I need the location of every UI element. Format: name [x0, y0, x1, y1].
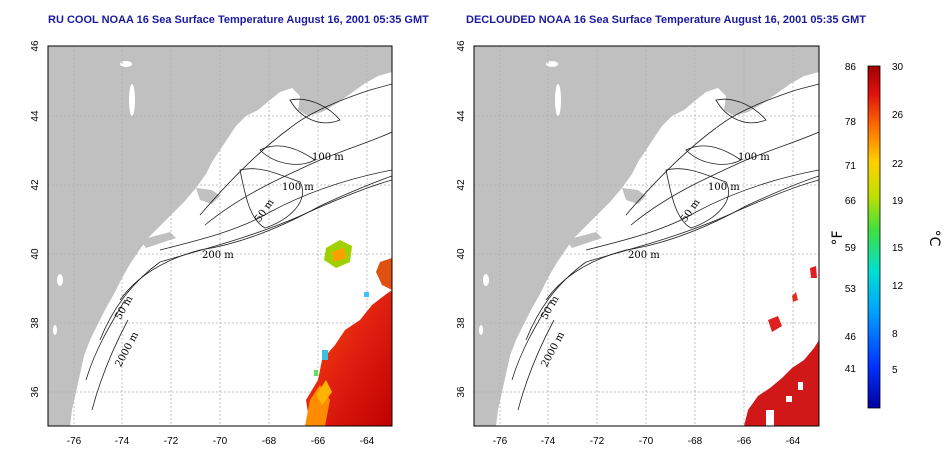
right-land-long-island: [566, 232, 602, 248]
right-land-coast: [474, 46, 819, 426]
temperature-colorbar: 86 78 71 66 59 53 46 41 30 26 22 19 15 1…: [830, 62, 942, 409]
colorbar-gradient: [867, 65, 881, 409]
right-grid: [474, 46, 819, 426]
left-map-panel: RU COOL NOAA 16 Sea Surface Temperature …: [30, 14, 429, 447]
right-lat-tick: 44: [456, 110, 467, 122]
colorbar-fahrenheit-ticks: 86 78 71 66 59 53 46 41: [845, 62, 857, 375]
left-panel-title: RU COOL NOAA 16 Sea Surface Temperature …: [48, 14, 429, 26]
right-lon-tick: -68: [688, 436, 703, 447]
celsius-unit-label: °C: [926, 230, 942, 247]
left-lon-tick: -76: [67, 436, 82, 447]
left-map-frame: [47, 45, 393, 427]
right-map-panel: DECLOUDED NOAA 16 Sea Surface Temperatur…: [456, 14, 866, 447]
left-lat-axis: 46 44 42 40 38 36: [30, 40, 41, 398]
celsius-tick: 8: [892, 329, 898, 340]
right-lon-tick: -74: [541, 436, 556, 447]
celsius-tick: 12: [892, 281, 904, 292]
fahrenheit-tick: 86: [845, 62, 857, 73]
fahrenheit-tick: 59: [845, 243, 857, 254]
left-contour-label-100m-a: 100 m: [312, 152, 344, 163]
right-lat-tick: 46: [456, 40, 467, 52]
right-lat-tick: 42: [456, 179, 467, 191]
left-lat-tick: 42: [30, 179, 41, 191]
left-land-coast: [48, 46, 392, 426]
left-lat-tick: 36: [30, 386, 41, 398]
right-land-cape-cod: [622, 188, 646, 204]
left-sst-data: [305, 240, 392, 426]
left-lon-tick: -72: [164, 436, 179, 447]
fahrenheit-unit-label: °F: [830, 230, 846, 245]
fahrenheit-tick: 46: [845, 332, 857, 343]
left-lon-tick: -68: [262, 436, 277, 447]
right-land-nova-scotia: [724, 58, 819, 116]
right-lat-tick: 36: [456, 386, 467, 398]
right-lon-tick: -72: [590, 436, 605, 447]
right-lon-tick: -66: [737, 436, 752, 447]
fahrenheit-tick: 71: [845, 161, 857, 172]
right-lon-tick: -70: [639, 436, 654, 447]
right-contours: [511, 83, 819, 411]
fahrenheit-tick: 41: [845, 364, 857, 375]
right-lon-tick: -64: [786, 436, 801, 447]
left-lat-tick: 46: [30, 40, 41, 52]
celsius-tick: 22: [892, 159, 904, 170]
left-contour-label-200m: 200 m: [202, 250, 234, 261]
left-lon-axis: -76 -74 -72 -70 -68 -66 -64: [67, 436, 375, 447]
celsius-tick: 30: [892, 62, 904, 73]
right-sst-data: [744, 266, 819, 426]
left-contours: [85, 83, 392, 411]
left-lon-tick: -74: [115, 436, 130, 447]
right-lon-tick: -76: [493, 436, 508, 447]
left-lon-tick: -70: [213, 436, 228, 447]
celsius-tick: 19: [892, 196, 904, 207]
right-panel-title: DECLOUDED NOAA 16 Sea Surface Temperatur…: [466, 14, 866, 26]
right-map-frame: [473, 45, 820, 427]
left-land-nova-scotia: [298, 58, 392, 116]
right-lat-tick: 38: [456, 317, 467, 329]
fahrenheit-tick: 53: [845, 284, 857, 295]
left-lat-tick: 44: [30, 110, 41, 122]
right-lat-axis: 46 44 42 40 38 36: [456, 40, 467, 398]
left-lat-tick: 40: [30, 248, 41, 260]
left-lon-tick: -66: [311, 436, 326, 447]
fahrenheit-tick: 78: [845, 117, 857, 128]
left-contour-label-100m-b: 100 m: [282, 182, 314, 193]
fahrenheit-tick: 66: [845, 196, 857, 207]
left-land-cape-cod: [196, 188, 220, 204]
right-contour-label-100m-b: 100 m: [708, 182, 740, 193]
left-lat-tick: 38: [30, 317, 41, 329]
left-land-long-island: [140, 232, 176, 248]
right-contour-label-100m-a: 100 m: [738, 152, 770, 163]
right-lon-axis: -76 -74 -72 -70 -68 -66 -64: [493, 436, 801, 447]
celsius-tick: 15: [892, 243, 904, 254]
right-lat-tick: 40: [456, 248, 467, 260]
celsius-tick: 26: [892, 110, 904, 121]
colorbar-celsius-ticks: 30 26 22 19 15 12 8 5: [892, 62, 904, 376]
left-lon-tick: -64: [360, 436, 375, 447]
celsius-tick: 5: [892, 365, 898, 376]
right-contour-label-200m: 200 m: [628, 250, 660, 261]
